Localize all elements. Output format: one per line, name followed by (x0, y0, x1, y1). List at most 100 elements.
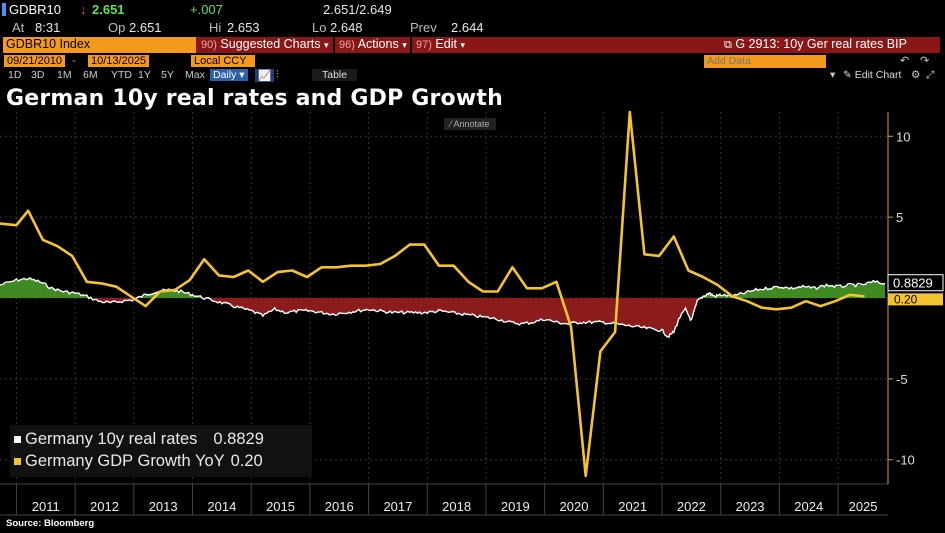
y-tick-label: -10 (896, 453, 915, 468)
prev-label: Prev (410, 20, 437, 35)
add-data-input[interactable] (704, 55, 828, 67)
gdp-growth-line (0, 110, 865, 478)
bid-ask: 2.651/2.649 (323, 2, 392, 17)
real-rates-negative-area (0, 298, 886, 337)
y-tick-label: 5 (896, 210, 903, 225)
currency-select[interactable]: Local CCY (191, 55, 255, 67)
y-tick-label: -5 (896, 372, 908, 387)
real-rates-last-box (887, 274, 944, 292)
candles-icon[interactable]: ⫶ (276, 69, 279, 81)
security-field[interactable]: GDBR10 Index (3, 37, 196, 53)
date-bar: 09/21/2010 - 10/13/2025 Local CCY ↶ ↷ (0, 55, 945, 69)
redo-icon[interactable]: ↷ (920, 55, 930, 67)
period-button-1m[interactable]: 1M (57, 69, 72, 81)
settings-icon[interactable]: ⚙ (911, 69, 921, 81)
x-tick-label: 2014 (207, 499, 236, 514)
edit-chart-label: Edit Chart (854, 69, 902, 81)
quote-bar: GDBR10 ↓ 2.651 +.007 2.651/2.649 (0, 0, 945, 19)
annotate-label: Annotate (453, 119, 490, 129)
legend-swatch (14, 458, 21, 465)
x-tick-label: 2015 (266, 499, 295, 514)
chevron-down-icon: ▾ (239, 69, 245, 81)
x-tick-label: 2017 (383, 499, 412, 514)
legend-value: 0.8829 (213, 430, 264, 448)
period-button-5y[interactable]: 5Y (161, 69, 174, 81)
frequency-select[interactable]: Daily ▾ (210, 69, 248, 81)
period-button-6m[interactable]: 6M (83, 69, 98, 81)
menu-number: 96 (339, 39, 352, 51)
chart-name-label: G 2913: 10y Ger real rates BIP (735, 37, 907, 51)
chevron-down-icon: ▾ (402, 40, 407, 50)
x-tick-label: 2020 (560, 499, 589, 514)
x-tick-label: 2013 (149, 499, 178, 514)
table-label: Table (322, 69, 348, 81)
x-tick-label: 2024 (794, 499, 823, 514)
ticker-marker (2, 3, 6, 16)
menu-bar: GDBR10 Index 90) Suggested Charts ▾ 96) … (0, 37, 945, 53)
edit-chart-button[interactable]: ✎ Edit Chart (843, 69, 901, 81)
period-button-1y[interactable]: 1Y (138, 69, 151, 81)
at-label: At (12, 20, 25, 35)
x-tick-label: 2012 (90, 499, 119, 514)
legend-item-real-rates[interactable]: Germany 10y real rates 0.8829 (14, 430, 264, 449)
x-tick-label: 2022 (677, 499, 706, 514)
toolbar: 1D 3D 1M 6M YTD 1Y 5Y Max Daily ▾ 📈 ⫶ Table ▾ ✎… (0, 69, 945, 83)
prev-value: 2.644 (451, 20, 484, 35)
frequency-label: Daily (213, 69, 237, 81)
high-label: Hi (209, 20, 222, 35)
chevron-down-icon[interactable]: ▾ (830, 69, 836, 81)
x-tick-label: 2023 (736, 499, 765, 514)
pencil-icon: ✎ (843, 69, 852, 81)
chevron-down-icon: ▾ (323, 40, 329, 50)
undo-icon[interactable]: ↶ (900, 55, 910, 67)
pencil-icon: ⁄ (450, 119, 452, 129)
period-button-3d[interactable]: 3D (31, 69, 45, 81)
y-tick-label: 10 (896, 129, 910, 144)
gdp-last-box (888, 293, 943, 306)
gdp-last-label: 0.20 (894, 292, 918, 306)
chevron-down-icon: ▾ (460, 40, 465, 50)
real-rates-positive-area (0, 278, 886, 298)
real-rates-last-label: 0.8829 (893, 276, 933, 291)
currency-label: Local CCY (194, 55, 247, 67)
legend-label: Germany GDP Growth YoY (25, 452, 225, 470)
x-tick-label: 2016 (325, 499, 354, 514)
open-value: 2.651 (129, 20, 162, 35)
annotate-button[interactable]: ⁄ Annotate (444, 118, 496, 130)
x-tick-label: 2018 (442, 499, 471, 514)
period-button-ytd[interactable]: YTD (111, 69, 132, 81)
menu-number: 97 (416, 39, 429, 51)
expand-icon[interactable]: ⤢ (926, 69, 935, 81)
low-value: 2.648 (330, 20, 363, 35)
ticker[interactable]: GDBR10 (9, 2, 62, 17)
x-tick-label: 2025 (849, 499, 878, 514)
chart-title: German 10y real rates and GDP Growth (6, 86, 503, 111)
line-chart-icon[interactable]: 📈 (255, 69, 275, 82)
quote-time: 8:31 (35, 20, 61, 35)
start-date-field[interactable]: 09/21/2010 (4, 55, 66, 67)
open-label: Op (108, 20, 126, 35)
high-value: 2.653 (227, 20, 260, 35)
x-tick-label: 2021 (618, 499, 647, 514)
menu-number: 90 (201, 39, 214, 51)
legend-item-gdp-growth[interactable]: Germany GDP Growth YoY 0.20 (14, 452, 263, 471)
actions-menu[interactable]: 96) Actions ▾ (335, 37, 410, 53)
suggested-charts-label: Suggested Charts (220, 37, 321, 51)
period-button-max[interactable]: Max (185, 69, 205, 81)
legend-label: Germany 10y real rates (25, 430, 198, 448)
legend-swatch (14, 436, 21, 443)
suggested-charts-menu[interactable]: 90) Suggested Charts ▾ (196, 37, 333, 53)
end-date-field[interactable]: 10/13/2025 (88, 55, 150, 67)
period-button-1d[interactable]: 1D (8, 69, 22, 81)
table-button[interactable]: Table (312, 69, 358, 81)
stats-bar: At 8:31 Op 2.651 Hi 2.653 Lo 2.648 Prev … (0, 19, 945, 52)
add-data-field[interactable] (704, 55, 828, 68)
legend-value: 0.20 (230, 452, 263, 470)
down-arrow-icon: ↓ (80, 2, 87, 17)
low-label: Lo (312, 20, 327, 35)
legend: Germany 10y real rates 0.8829 Germany GD… (10, 425, 312, 477)
edit-menu[interactable]: 97) Edit ▾ ⧉ G 2913: 10y Ger real rates … (412, 37, 940, 53)
chart-name[interactable]: ⧉ G 2913: 10y Ger real rates BIP (724, 37, 907, 52)
x-tick-label: 2019 (501, 499, 530, 514)
